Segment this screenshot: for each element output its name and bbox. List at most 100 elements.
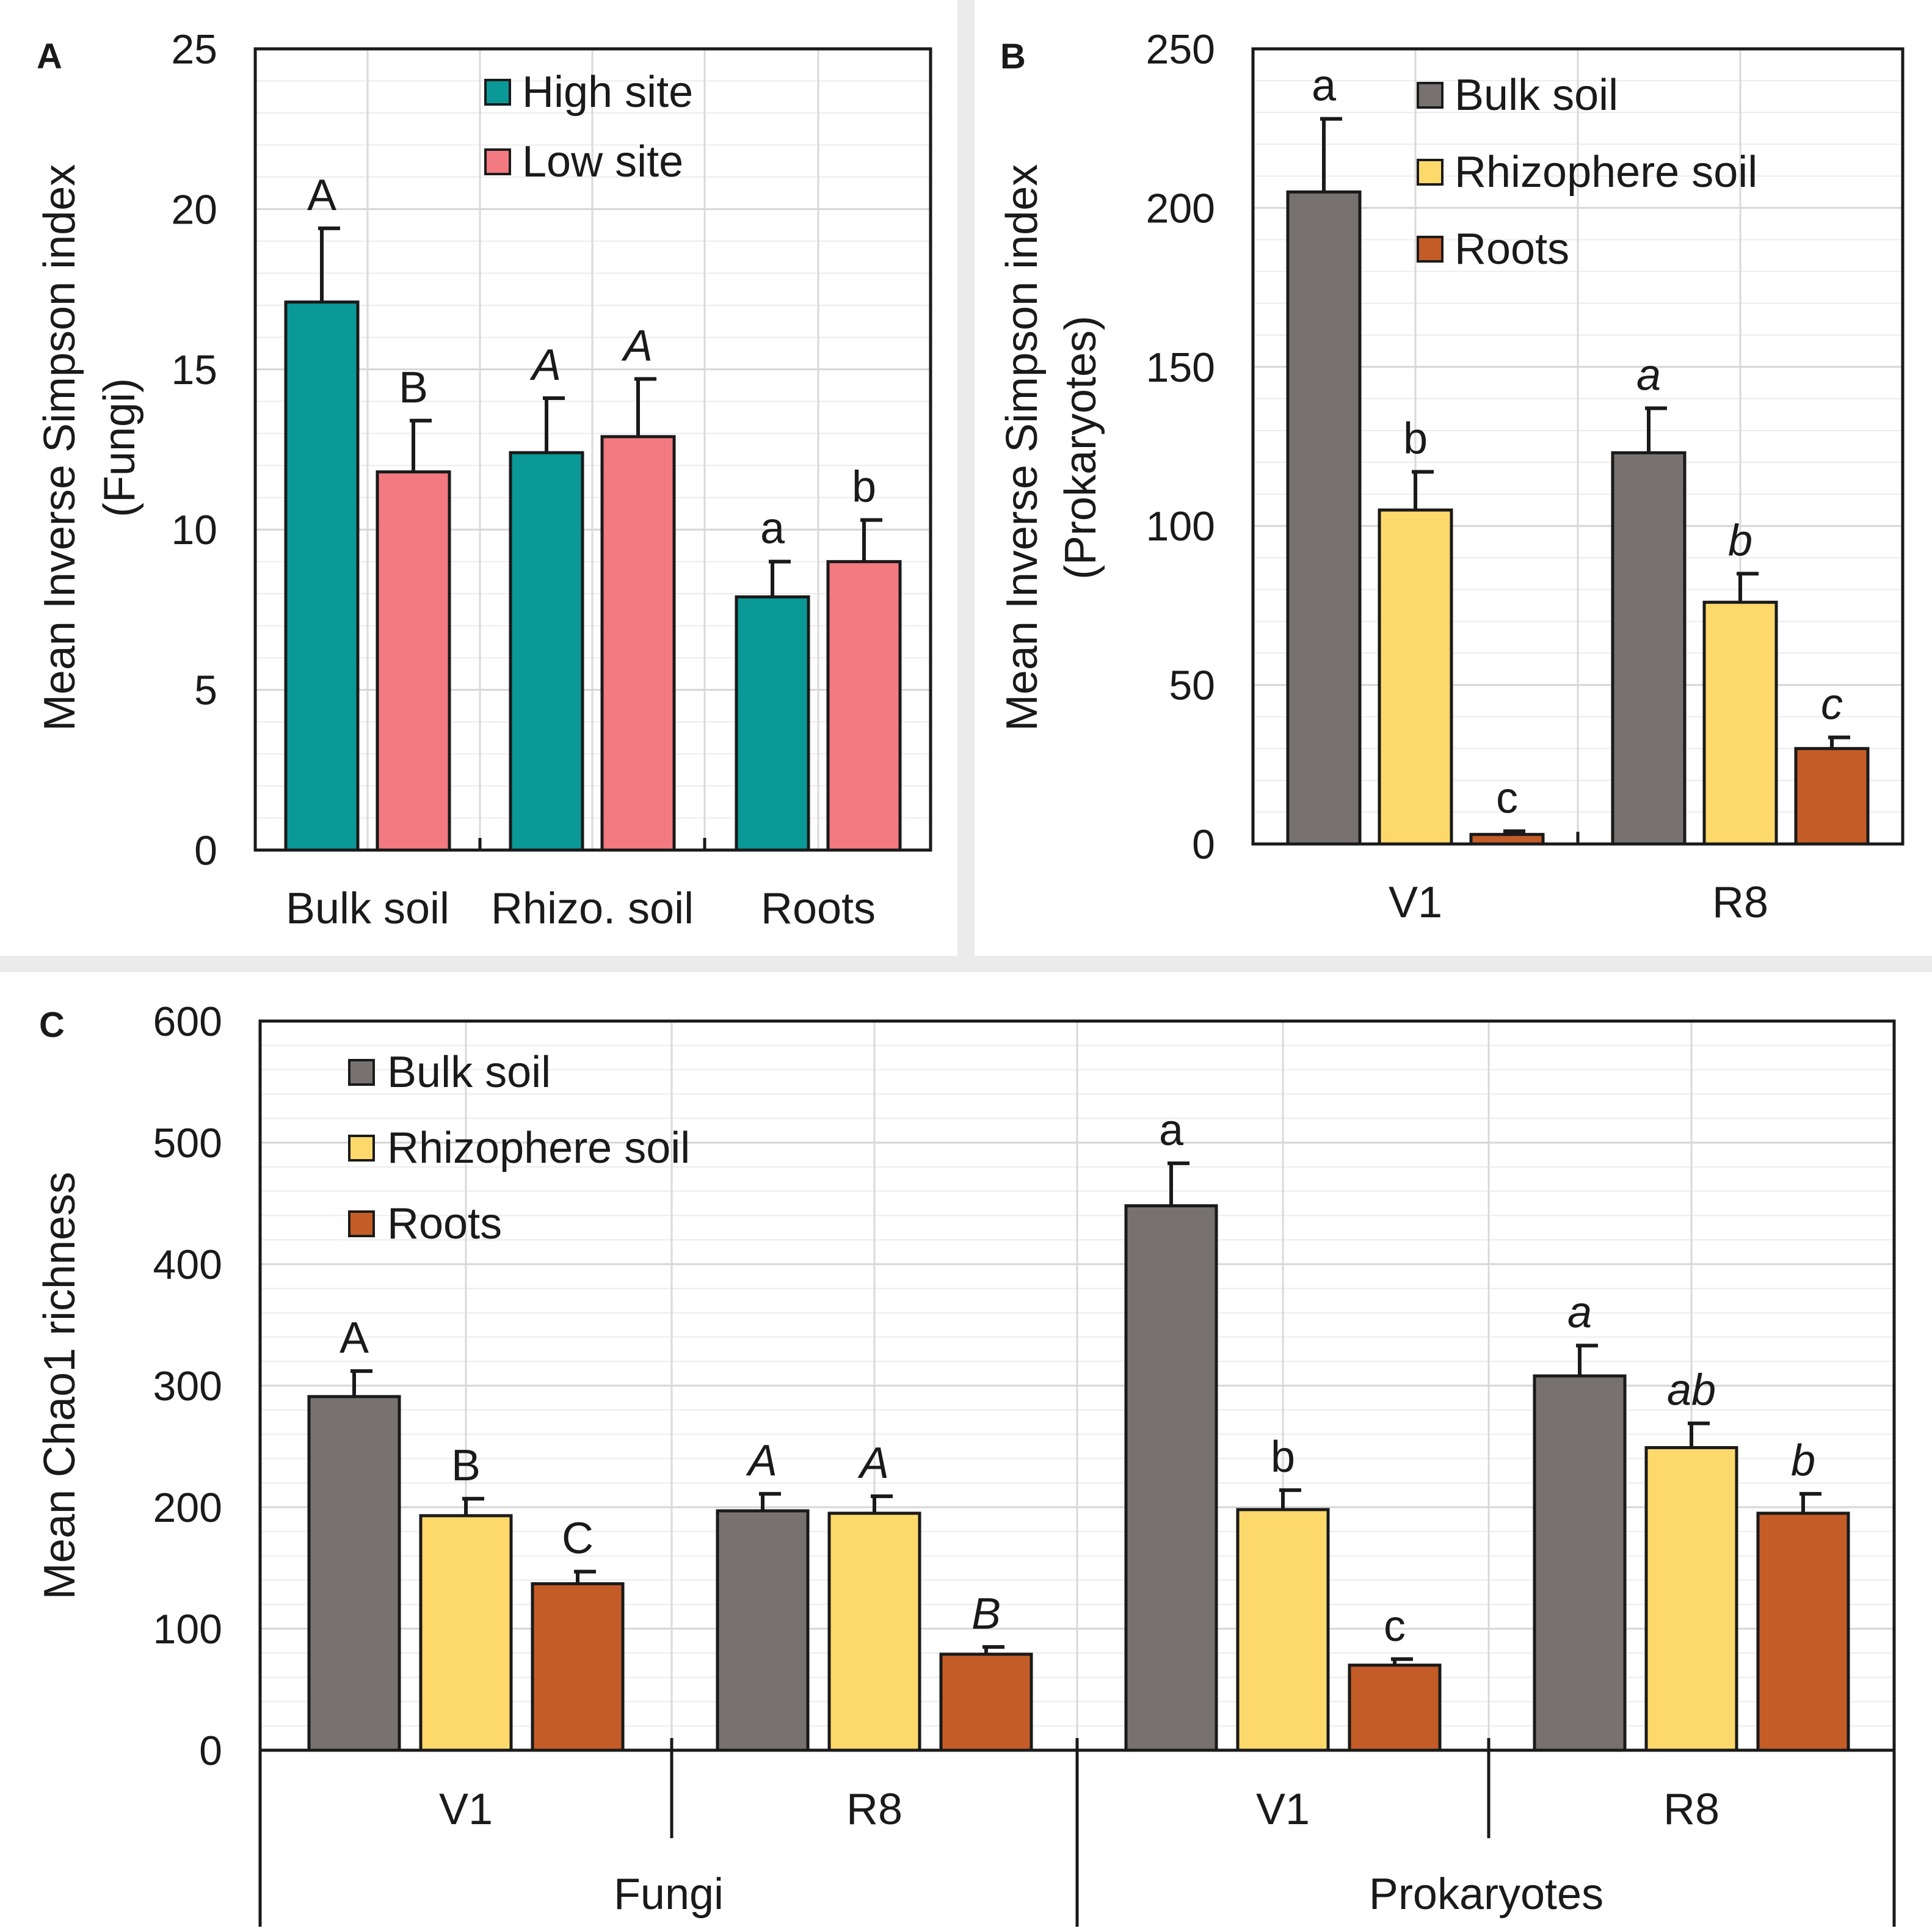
bar [1794, 747, 1870, 846]
bar [600, 435, 676, 852]
legend-swatch-roots [1417, 236, 1444, 263]
y-tick-label: 20 [171, 186, 217, 233]
panel-a-category-separators [478, 838, 706, 850]
panel-c-category-fungi-v1: V1 [439, 1785, 493, 1834]
legend-swatch-high-site [484, 79, 511, 106]
panel-b-y-ticks: 0 50 100 150 200 250 [1146, 26, 1215, 868]
significance-letter: c [1821, 680, 1843, 729]
y-tick-label: 0 [1192, 821, 1215, 868]
panel-b-category-v1: V1 [1389, 878, 1442, 927]
significance-letter: A [621, 322, 653, 371]
significance-letter: a [1567, 1288, 1592, 1337]
significance-letter: b [1403, 415, 1428, 464]
panel-c-group-fungi: Fungi [614, 1870, 724, 1919]
significance-letter: a [1636, 351, 1661, 400]
panel-b-category-r8: R8 [1712, 878, 1768, 927]
panel-a-y-ticks: 0 5 10 15 20 25 [171, 26, 217, 874]
significance-letter: A [746, 1436, 777, 1485]
significance-letter: A [529, 341, 561, 390]
bar [1236, 1508, 1330, 1752]
panel-c-category-fungi-r8: R8 [846, 1785, 902, 1834]
significance-letter: A [857, 1439, 889, 1488]
bar [531, 1582, 625, 1752]
panel-a-category-bulk-soil: Bulk soil [286, 884, 449, 933]
bar [1756, 1511, 1850, 1752]
panel-b-legend: Bulk soil Rhizophere soil Roots [1417, 71, 1757, 274]
bar [1533, 1374, 1627, 1752]
y-tick-label: 400 [153, 1242, 222, 1288]
legend-label-bulk-soil: Bulk soil [387, 1048, 551, 1097]
legend-label-bulk-soil: Bulk soil [1454, 71, 1618, 120]
panel-a-category-rhizo-soil: Rhizo. soil [491, 884, 694, 933]
y-tick-label: 600 [153, 998, 222, 1045]
panel-a-y-axis-title: Mean Inverse Simpson index [35, 164, 84, 731]
bar [1644, 1446, 1738, 1752]
legend-label-rhizosphere-soil: Rhizophere soil [387, 1124, 690, 1173]
significance-letter: B [971, 1590, 1001, 1638]
significance-letter: B [451, 1441, 481, 1490]
panel-b-bars: a a b b c c [1286, 62, 1870, 846]
panel-c-group-prokaryotes: Prokaryotes [1369, 1870, 1603, 1919]
panel-b: B 0 50 100 150 200 250 a a b b c c V1 R8 Mean Inve… [975, 0, 1932, 956]
bar [826, 560, 902, 852]
y-tick-label: 100 [1146, 503, 1215, 550]
bar [307, 1395, 401, 1752]
y-tick-label: 200 [1146, 185, 1215, 231]
panel-a-bars: A Aa B Ab [284, 171, 902, 852]
panel-a-gridlines [255, 49, 931, 850]
panel-c-label: C [39, 1005, 65, 1045]
legend-label-high-site: High site [522, 68, 693, 117]
legend-swatch-bulk-soil [1417, 82, 1444, 109]
y-tick-label: 50 [1169, 663, 1215, 709]
y-tick-label: 25 [171, 26, 217, 73]
legend-swatch-bulk-soil [348, 1059, 375, 1086]
y-tick-label: 200 [153, 1485, 222, 1531]
bar [1702, 600, 1778, 846]
significance-letter: a [760, 504, 785, 553]
y-tick-label: 0 [199, 1728, 222, 1774]
significance-letter: b [1271, 1433, 1295, 1482]
significance-letter: b [1728, 516, 1752, 565]
significance-letter: a [1312, 62, 1337, 111]
legend-swatch-rhizosphere-soil [1417, 159, 1444, 186]
bar [1378, 508, 1453, 846]
legend-label-roots: Roots [1454, 225, 1569, 274]
y-tick-label: 15 [171, 347, 217, 393]
y-tick-label: 0 [194, 827, 217, 874]
significance-letter: A [307, 171, 336, 220]
legend-label-roots: Roots [387, 1199, 502, 1248]
panel-c-y-axis-title: Mean Chao1 richness [35, 1172, 84, 1599]
panel-b-label: B [1000, 37, 1026, 76]
y-tick-label: 100 [153, 1606, 222, 1653]
panel-c-legend: Bulk soil Rhizophere soil Roots [348, 1048, 690, 1248]
legend-label-low-site: Low site [522, 137, 683, 186]
panel-b-y-axis-subtitle: (Prokaryotes) [1056, 316, 1105, 580]
y-tick-label: 5 [194, 667, 217, 714]
legend-swatch-rhizosphere-soil [348, 1135, 375, 1162]
bar [716, 1509, 810, 1752]
bar [1611, 451, 1687, 846]
panel-c-category-prokaryotes-r8: R8 [1663, 1785, 1720, 1834]
panel-a-y-axis-subtitle: (Fungi) [95, 378, 144, 517]
legend-label-rhizosphere-soil: Rhizophere soil [1454, 148, 1757, 197]
significance-letter: a [1159, 1106, 1184, 1155]
y-tick-label: 150 [1146, 344, 1215, 391]
bar [376, 470, 451, 852]
panel-a: A 0 5 10 15 20 25 A Aa B Ab Bulk soil Rhizo. soi… [0, 0, 957, 956]
panel-c-axis-brackets [258, 1738, 1896, 1927]
panel-a-label: A [37, 37, 62, 76]
y-tick-label: 250 [1146, 26, 1215, 73]
panel-a-legend: High site Low site [484, 68, 693, 186]
bar [1286, 190, 1362, 846]
bar [1348, 1664, 1442, 1752]
panel-c-category-prokaryotes-v1: V1 [1256, 1785, 1310, 1834]
significance-letter: c [1384, 1602, 1406, 1651]
bar [284, 300, 360, 852]
y-tick-label: 500 [153, 1120, 222, 1166]
panel-c-y-ticks: 0 100 200 300 400 500 600 [153, 998, 222, 1774]
significance-letter: C [562, 1514, 594, 1563]
panel-a-plot-frame [253, 47, 932, 852]
significance-letter: B [399, 363, 428, 412]
